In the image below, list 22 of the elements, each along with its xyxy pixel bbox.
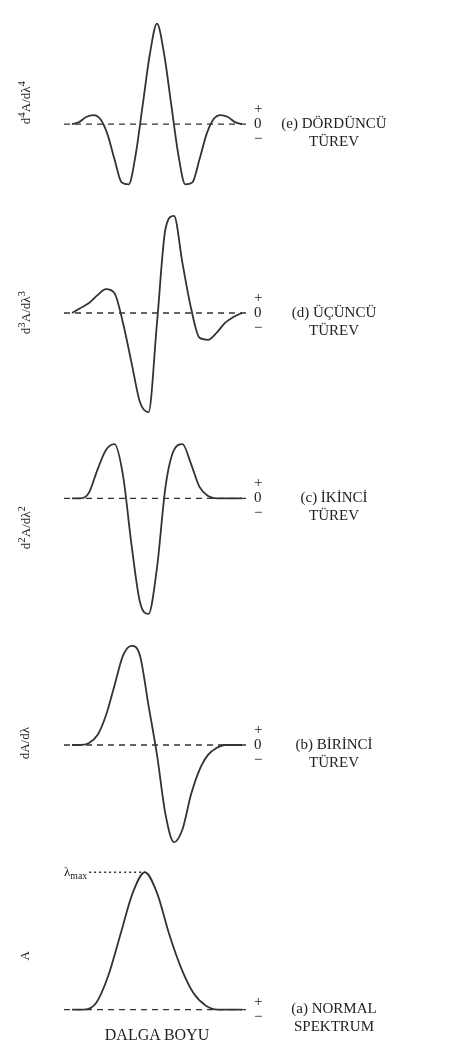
text: + — [254, 720, 263, 737]
y-axis-title: A — [17, 950, 33, 961]
text: − — [254, 504, 263, 521]
y-axis-title: dA/dλ — [17, 726, 33, 760]
text: (b) BİRİNCİ TÜREV — [295, 735, 373, 770]
text: + — [254, 288, 263, 305]
text: (a) NORMAL SPEKTRUM — [291, 1000, 377, 1035]
text: (d) ÜÇÜNCÜ TÜREV — [291, 303, 377, 338]
text: − — [254, 318, 263, 335]
text: + — [254, 474, 263, 491]
text: 0 — [254, 735, 262, 752]
text: (c) İKİNCİ TÜREV — [300, 489, 368, 524]
text: 0 — [254, 303, 262, 320]
x-axis-title: DALGA BOYU — [104, 1025, 210, 1043]
text: 0 — [254, 489, 262, 506]
text: + — [254, 100, 263, 117]
text: − — [254, 750, 263, 767]
text: 0 — [254, 115, 262, 132]
text: + — [254, 993, 263, 1009]
text: (e) DÖRDÜNCÜ TÜREV — [281, 115, 387, 150]
text: − — [254, 1008, 263, 1024]
text: − — [254, 130, 263, 147]
